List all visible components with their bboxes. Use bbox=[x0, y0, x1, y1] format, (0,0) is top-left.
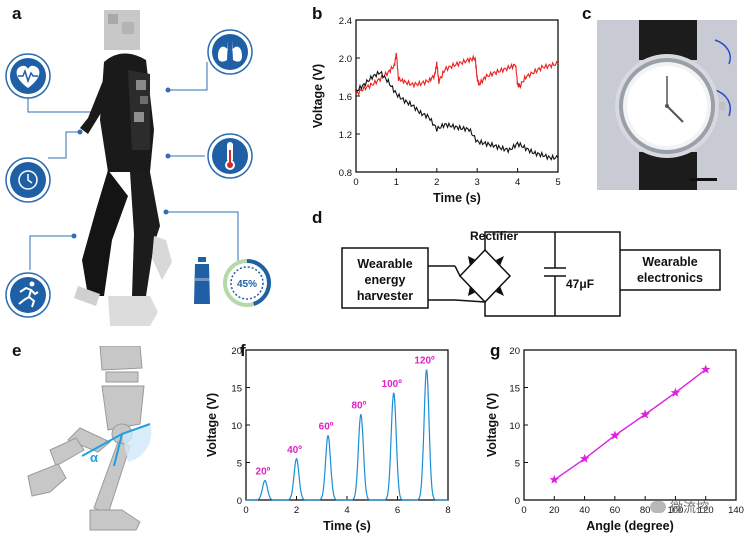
panel-label-b: b bbox=[312, 4, 323, 23]
angle-annotation-5: 120º bbox=[414, 356, 435, 367]
harvester-label-line-1: Wearable bbox=[357, 257, 412, 271]
progress-ring-icon: 45% bbox=[223, 259, 271, 307]
x-tick-label: 20 bbox=[549, 505, 560, 516]
x-tick-label: 8 bbox=[445, 505, 450, 516]
angle-alpha-label: α bbox=[90, 450, 98, 465]
lungs-icon bbox=[207, 29, 253, 75]
plot-frame bbox=[245, 349, 449, 501]
watermark-text: 微流控 bbox=[670, 501, 710, 516]
y-tick-label: 2.4 bbox=[339, 16, 352, 27]
x-tick-label: 140 bbox=[728, 505, 744, 516]
electronics-label-line-1: Wearable bbox=[642, 255, 697, 269]
thermometer-icon bbox=[207, 133, 253, 179]
panel-c-watch-photo bbox=[597, 20, 737, 190]
x-tick-label: 1 bbox=[394, 177, 399, 188]
x-tick-label: 5 bbox=[555, 177, 560, 188]
y-tick-label: 0 bbox=[237, 496, 242, 507]
panel-label-c: c bbox=[582, 4, 592, 23]
x-tick-label: 80 bbox=[640, 505, 651, 516]
y-tick-label: 5 bbox=[515, 459, 520, 470]
water-bottle-icon bbox=[194, 257, 210, 304]
wechat-logo-icon bbox=[650, 500, 666, 513]
x-tick-label: 0 bbox=[353, 177, 358, 188]
x-tick-label: 4 bbox=[515, 177, 520, 188]
data-point-star bbox=[670, 387, 681, 397]
data-point-star bbox=[579, 453, 590, 463]
data-point-star bbox=[610, 430, 620, 440]
y-tick-label: 15 bbox=[509, 384, 520, 395]
walking-person bbox=[74, 10, 172, 326]
angle-annotation-0: 20º bbox=[256, 467, 271, 478]
angle-annotation-2: 60º bbox=[319, 422, 334, 433]
watermark: 微流控 bbox=[650, 497, 709, 516]
y-tick-label: 0.8 bbox=[339, 168, 352, 179]
chart-f: 0 2 4 6 8 0 5 10 15 20 Time (s) Voltage (V) 20º 40º 60… bbox=[205, 346, 451, 533]
clock-icon bbox=[5, 157, 51, 203]
angle-annotation-1: 40º bbox=[287, 445, 302, 456]
harvester-label-line-3: harvester bbox=[357, 289, 413, 303]
series-line-1 bbox=[355, 70, 559, 161]
panel-a-illustration: 45% bbox=[5, 10, 271, 326]
y-tick-label: 10 bbox=[231, 421, 242, 432]
y-tick-label: 0 bbox=[515, 496, 520, 507]
heart-rate-icon bbox=[5, 53, 51, 99]
series-line-0 bbox=[355, 52, 559, 97]
panel-d-circuit: Rectifier Wearable energy harvester 47μF… bbox=[341, 229, 721, 317]
panel-e-robotic-leg: α bbox=[27, 346, 152, 531]
y-tick-label: 20 bbox=[231, 346, 242, 357]
panel-label-f: f bbox=[240, 341, 246, 360]
x-tick-label: 3 bbox=[475, 177, 480, 188]
running-person-icon bbox=[5, 272, 51, 318]
x-tick-label: 40 bbox=[579, 505, 590, 516]
y-axis-label: Voltage (V) bbox=[205, 393, 219, 457]
data-point-star bbox=[701, 364, 711, 374]
rectifier-label: Rectifier bbox=[470, 229, 518, 243]
panel-label-d: d bbox=[312, 208, 323, 227]
y-tick-label: 20 bbox=[509, 346, 520, 357]
harvester-label-line-2: energy bbox=[365, 273, 406, 287]
angle-annotation-3: 80º bbox=[351, 401, 366, 412]
x-axis-label: Time (s) bbox=[323, 519, 371, 533]
x-tick-label: 0 bbox=[243, 505, 248, 516]
y-tick-label: 15 bbox=[231, 384, 242, 395]
chart-g: 0 20 40 60 80 100 120 140 0 5 10 15 20 Angle (degree)… bbox=[485, 346, 744, 533]
x-tick-label: 4 bbox=[344, 505, 349, 516]
y-tick-label: 5 bbox=[237, 459, 242, 470]
y-axis-label: Voltage (V) bbox=[311, 64, 325, 128]
x-tick-label: 6 bbox=[395, 505, 400, 516]
x-axis-label: Angle (degree) bbox=[586, 519, 674, 533]
data-point-star bbox=[549, 474, 559, 484]
panel-label-a: a bbox=[12, 4, 22, 23]
x-tick-label: 120 bbox=[698, 505, 714, 516]
panel-label-g: g bbox=[490, 341, 501, 360]
progress-text: 45% bbox=[237, 279, 257, 290]
x-tick-label: 0 bbox=[521, 505, 526, 516]
y-tick-label: 1.6 bbox=[339, 92, 352, 103]
data-point-star bbox=[640, 409, 650, 419]
fit-line bbox=[553, 368, 707, 481]
chart-b: 0 1 2 3 4 5 0.8 1.2 1.6 2.0 2.4 Time (s) Voltage (V) bbox=[311, 16, 561, 205]
capacitor-label: 47μF bbox=[566, 277, 594, 291]
x-tick-label: 60 bbox=[610, 505, 621, 516]
y-axis-label: Voltage (V) bbox=[485, 393, 499, 457]
y-tick-label: 10 bbox=[509, 421, 520, 432]
y-tick-label: 1.2 bbox=[339, 130, 352, 141]
panel-label-e: e bbox=[12, 341, 22, 360]
voltage-peaks-line bbox=[246, 369, 448, 501]
x-tick-label: 2 bbox=[434, 177, 439, 188]
angle-annotation-4: 100º bbox=[382, 379, 403, 390]
x-tick-label: 100 bbox=[667, 505, 683, 516]
y-tick-label: 2.0 bbox=[339, 54, 352, 65]
electronics-label-line-2: electronics bbox=[637, 271, 703, 285]
x-axis-label: Time (s) bbox=[433, 191, 481, 205]
x-tick-label: 2 bbox=[294, 505, 299, 516]
